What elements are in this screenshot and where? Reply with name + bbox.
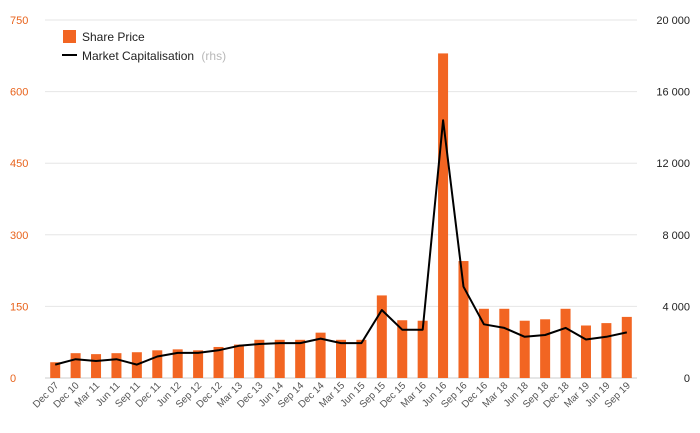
bar-share-price [274, 339, 285, 378]
bar-share-price [397, 320, 408, 378]
right-tick-label: 16 000 [656, 87, 690, 99]
right-tick-label: 20 000 [656, 15, 690, 27]
bar-share-price [417, 320, 428, 378]
bar-share-price [560, 308, 571, 378]
left-axis-ticks: 0 150 300 450 600 750 [10, 15, 28, 385]
share-price-bars [50, 53, 632, 379]
bar-share-price [601, 323, 612, 378]
bar-share-price [295, 339, 306, 378]
left-tick-label: 750 [10, 15, 28, 27]
bar-share-price [438, 53, 449, 379]
bar-share-price [621, 316, 632, 378]
bar-share-price [152, 350, 163, 378]
legend-rhs-note: (rhs) [201, 49, 226, 63]
bar-share-price [213, 346, 224, 378]
right-tick-label: 12 000 [656, 158, 690, 170]
bar-share-price [376, 295, 387, 378]
right-tick-label: 8 000 [662, 230, 690, 242]
legend-bar-swatch [63, 30, 76, 43]
legend-market-cap-text: Market Capitalisation [82, 49, 194, 63]
left-tick-label: 450 [10, 158, 28, 170]
bar-share-price [233, 344, 244, 378]
left-tick-label: 150 [10, 301, 28, 313]
bar-share-price [540, 319, 551, 378]
legend-market-cap-label: Market Capitalisation (rhs) [82, 49, 226, 63]
right-tick-label: 0 [684, 373, 690, 385]
left-tick-label: 600 [10, 87, 28, 99]
bar-share-price [499, 308, 510, 378]
bar-share-price [193, 350, 204, 378]
bar-share-price [91, 354, 102, 378]
market-cap-line [54, 119, 628, 366]
legend: Share Price Market Capitalisation (rhs) [62, 30, 226, 63]
bar-share-price [356, 339, 367, 378]
bar-share-price [478, 308, 489, 378]
bar-share-price [50, 362, 61, 378]
bar-share-price [111, 353, 122, 378]
right-axis-ticks: 0 4 000 8 000 12 000 16 000 20 000 [656, 15, 690, 385]
gridlines [45, 19, 637, 379]
legend-share-price-label: Share Price [82, 30, 145, 44]
bar-share-price [458, 261, 469, 378]
bar-share-price [70, 353, 81, 378]
bar-share-price [519, 320, 530, 378]
left-tick-label: 300 [10, 230, 28, 242]
bar-share-price [580, 325, 591, 378]
left-tick-label: 0 [10, 373, 16, 385]
right-tick-label: 4 000 [662, 301, 690, 313]
bar-share-price [254, 339, 265, 378]
bar-share-price [172, 349, 183, 378]
bar-share-price [336, 339, 346, 378]
bar-share-price [315, 332, 326, 378]
